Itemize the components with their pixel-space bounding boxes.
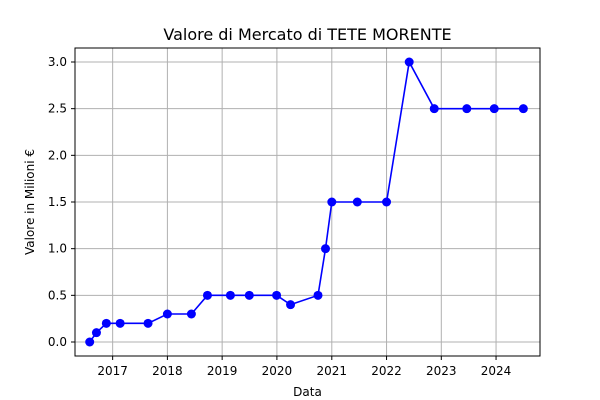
x-axis-label: Data xyxy=(293,385,322,399)
data-point xyxy=(382,197,392,207)
data-point xyxy=(115,318,125,328)
grid-lines xyxy=(75,48,540,356)
x-tick-label: 2024 xyxy=(481,364,512,378)
y-tick-label: 0.0 xyxy=(48,335,67,349)
data-point xyxy=(202,290,212,300)
y-axis-label: Valore in Milioni € xyxy=(23,149,37,255)
data-point xyxy=(272,290,282,300)
x-tick-label: 2017 xyxy=(97,364,128,378)
y-tick-label: 2.0 xyxy=(48,148,67,162)
y-tick-label: 1.5 xyxy=(48,195,67,209)
x-tick-label: 2018 xyxy=(152,364,183,378)
data-point xyxy=(327,197,337,207)
data-point xyxy=(352,197,362,207)
data-point xyxy=(244,290,254,300)
data-point xyxy=(91,328,101,338)
x-axis: 2017 2018 2019 2020 2021 2022 2023 2024 xyxy=(97,356,511,378)
data-point xyxy=(101,318,111,328)
series-line-group xyxy=(85,57,528,347)
y-tick-label: 0.5 xyxy=(48,288,67,302)
x-tick-label: 2020 xyxy=(262,364,293,378)
data-point xyxy=(429,104,439,114)
y-tick-label: 3.0 xyxy=(48,55,67,69)
data-point xyxy=(225,290,235,300)
data-point xyxy=(518,104,528,114)
chart-title: Valore di Mercato di TETE MORENTE xyxy=(163,25,451,44)
data-point xyxy=(162,309,172,319)
x-tick-label: 2022 xyxy=(371,364,402,378)
data-point xyxy=(186,309,196,319)
data-point xyxy=(489,104,499,114)
data-point xyxy=(462,104,472,114)
data-point xyxy=(85,337,95,347)
data-point xyxy=(286,300,296,310)
x-tick-label: 2019 xyxy=(207,364,238,378)
series-line xyxy=(89,59,524,343)
data-point xyxy=(404,57,414,67)
data-point xyxy=(143,318,153,328)
data-point xyxy=(313,290,323,300)
y-tick-label: 2.5 xyxy=(48,102,67,116)
y-axis: 0.0 0.5 1.0 1.5 2.0 2.5 3.0 xyxy=(48,55,75,349)
x-tick-label: 2023 xyxy=(426,364,457,378)
x-tick-label: 2021 xyxy=(317,364,348,378)
y-tick-label: 1.0 xyxy=(48,242,67,256)
data-point xyxy=(321,244,330,254)
